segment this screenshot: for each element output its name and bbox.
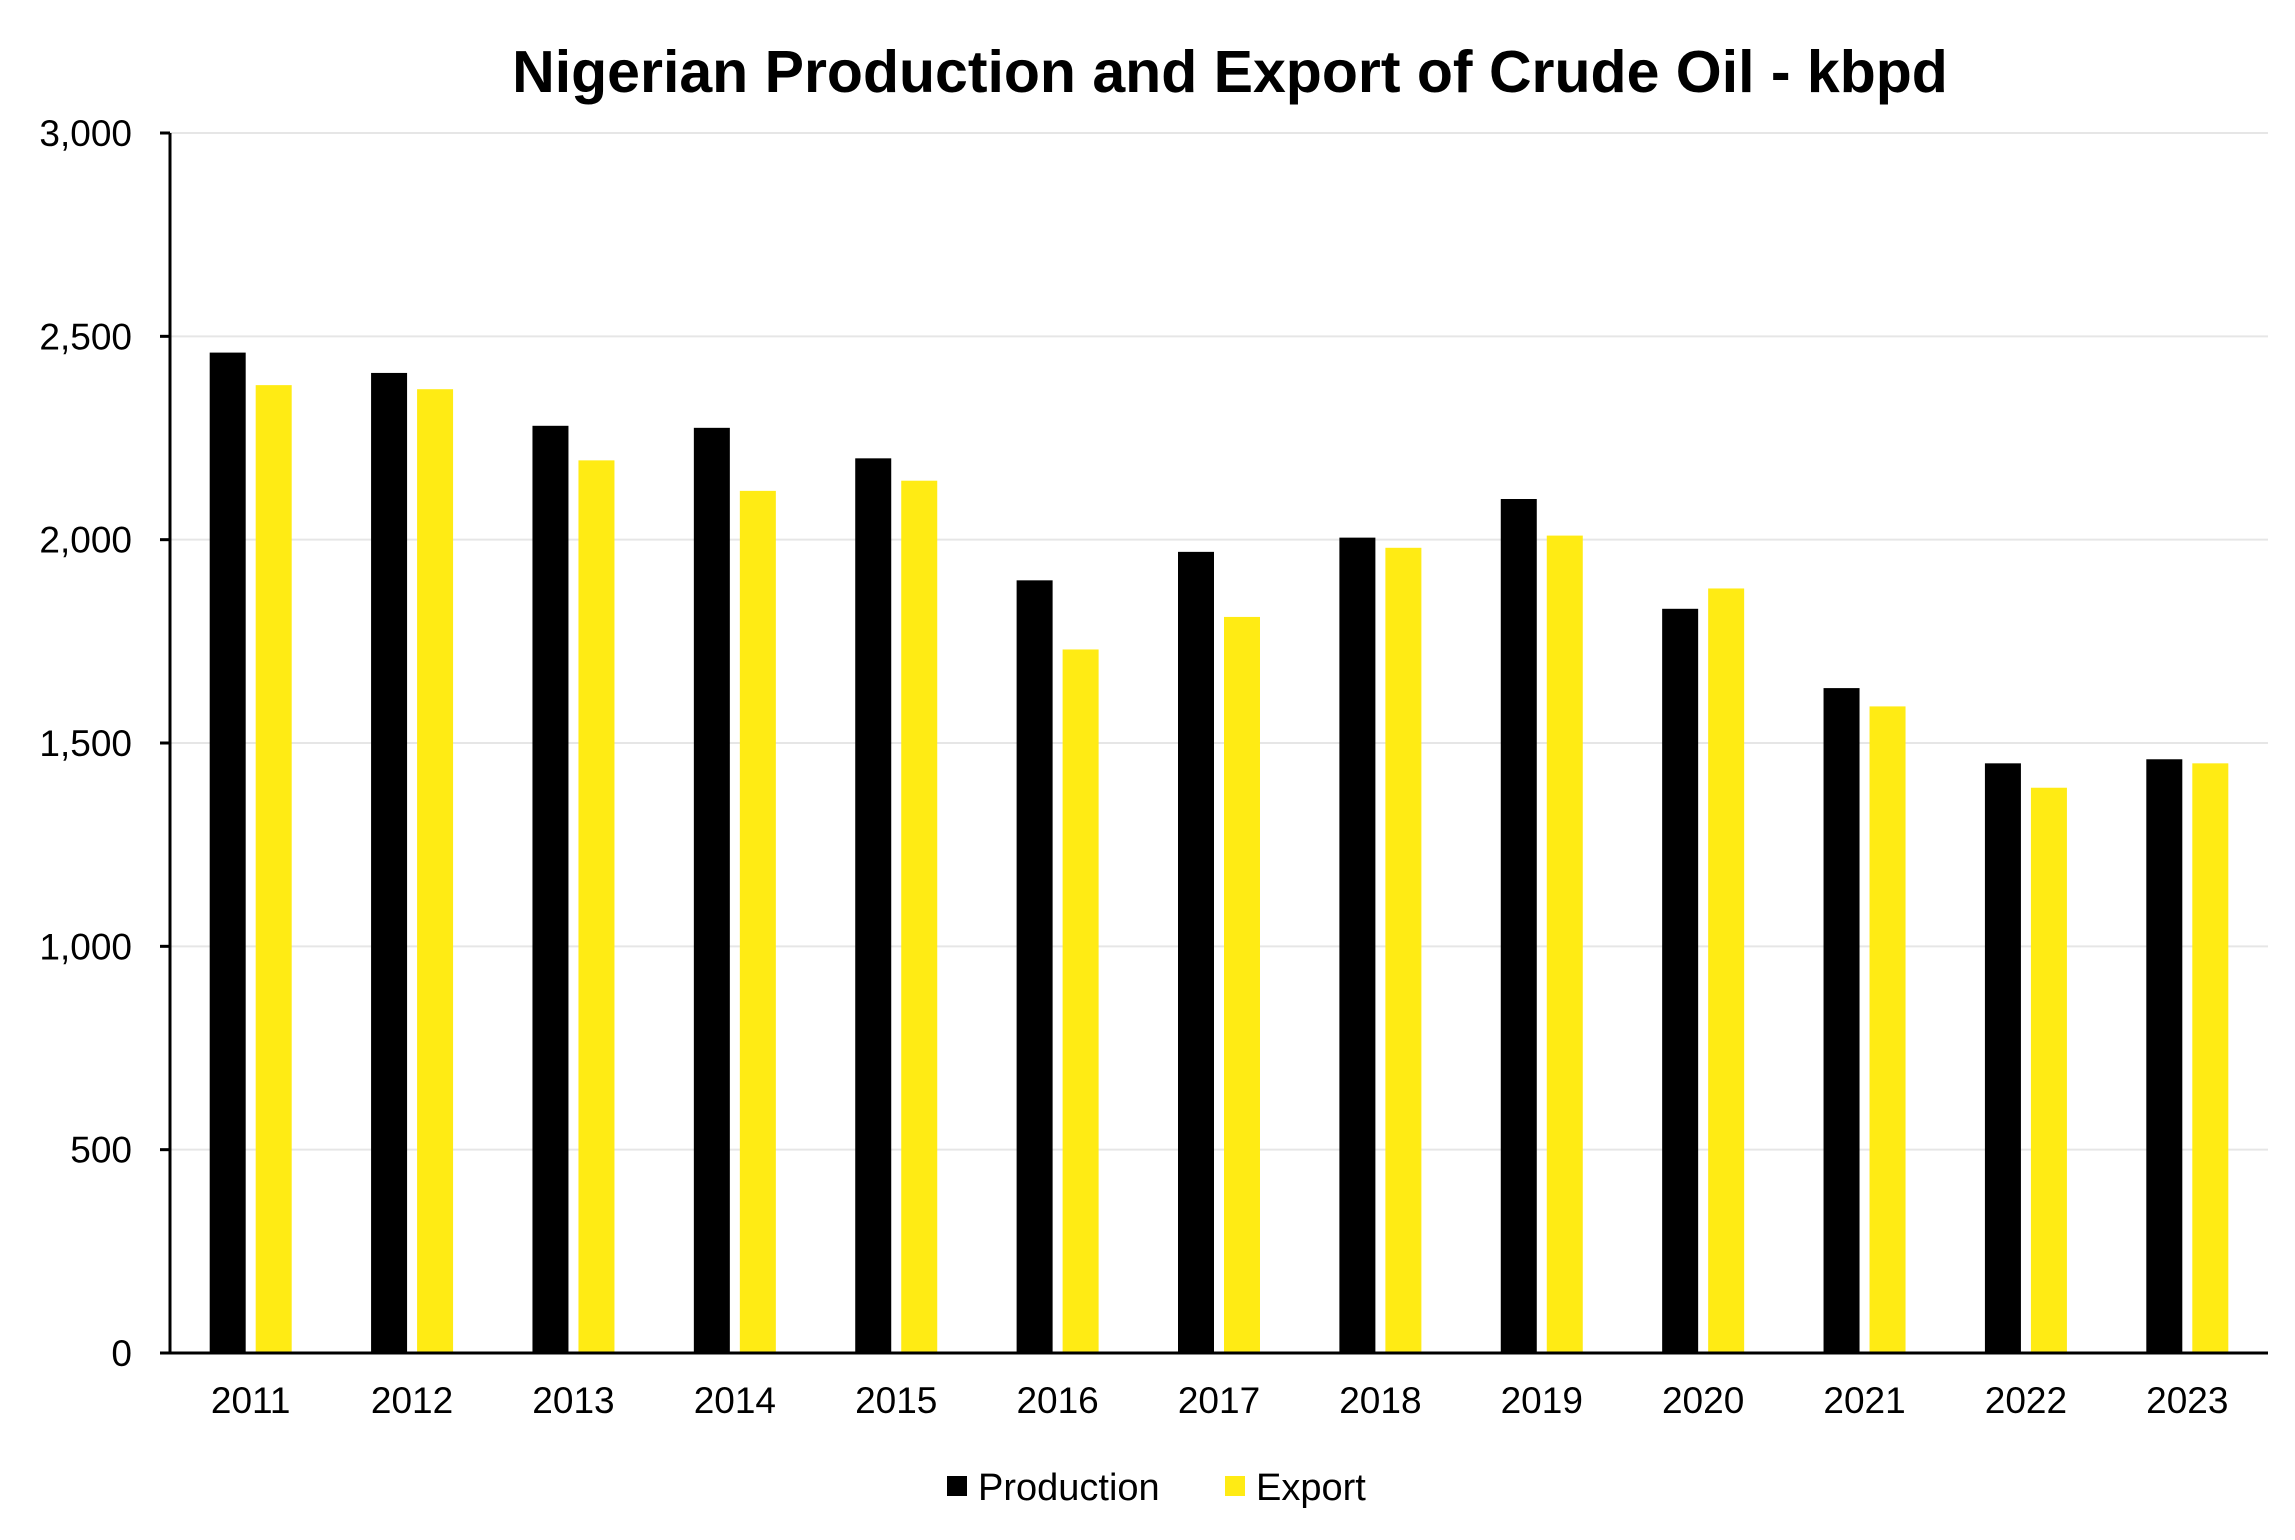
x-tick-label: 2021 xyxy=(1823,1380,1905,1421)
bar-production-2019 xyxy=(1500,499,1537,1353)
y-tick-label: 3,000 xyxy=(39,113,132,154)
x-tick-label: 2022 xyxy=(1985,1380,2067,1421)
y-tick-label: 1,500 xyxy=(39,723,132,764)
y-tick-label: 2,500 xyxy=(39,316,132,357)
x-tick-label: 2020 xyxy=(1662,1380,1744,1421)
legend-swatch-production xyxy=(947,1476,967,1496)
y-axis-ticks: 0 500 1,000 1,500 2,000 2,500 3,000 xyxy=(39,113,132,1374)
axes xyxy=(160,131,2268,1355)
x-tick-label: 2012 xyxy=(371,1380,453,1421)
x-axis-ticks: 2011 2012 2013 2014 2015 2016 2017 2018 2019 2020… xyxy=(211,1380,2229,1421)
bar-production-2020 xyxy=(1662,608,1699,1353)
x-tick-label: 2016 xyxy=(1016,1380,1098,1421)
bar-production-2012 xyxy=(371,372,408,1353)
bar-production-2018 xyxy=(1339,537,1376,1353)
bar-production-2016 xyxy=(1016,580,1053,1353)
x-tick-label: 2023 xyxy=(2146,1380,2228,1421)
bar-export-2015 xyxy=(901,480,938,1353)
bar-production-2023 xyxy=(2146,759,2183,1353)
legend: Production Export xyxy=(947,1467,1366,1509)
bar-export-2011 xyxy=(255,385,292,1354)
bar-export-2014 xyxy=(739,490,776,1353)
x-tick-label: 2018 xyxy=(1339,1380,1421,1421)
x-tick-label: 2015 xyxy=(855,1380,937,1421)
y-tick-label: 0 xyxy=(111,1333,132,1374)
y-tick-label: 500 xyxy=(70,1130,132,1171)
bars xyxy=(209,352,2229,1354)
bar-export-2016 xyxy=(1062,649,1099,1353)
bar-export-2021 xyxy=(1869,706,1906,1353)
chart-title: Nigerian Production and Export of Crude … xyxy=(512,39,1948,105)
bar-export-2019 xyxy=(1546,535,1583,1353)
legend-label-export: Export xyxy=(1256,1467,1366,1509)
bar-export-2018 xyxy=(1385,547,1422,1353)
bar-production-2014 xyxy=(693,427,730,1353)
legend-swatch-export xyxy=(1225,1476,1245,1496)
bar-export-2012 xyxy=(417,389,454,1353)
x-tick-label: 2013 xyxy=(532,1380,614,1421)
bar-export-2023 xyxy=(2192,763,2229,1353)
bar-production-2021 xyxy=(1823,688,1860,1353)
bar-production-2013 xyxy=(532,425,569,1353)
x-tick-label: 2017 xyxy=(1178,1380,1260,1421)
bar-export-2017 xyxy=(1224,616,1260,1353)
x-tick-label: 2014 xyxy=(694,1380,776,1421)
bar-production-2011 xyxy=(209,352,246,1354)
y-tick-label: 2,000 xyxy=(39,520,132,561)
x-tick-label: 2019 xyxy=(1501,1380,1583,1421)
bar-export-2022 xyxy=(2030,787,2067,1353)
x-tick-label: 2011 xyxy=(211,1380,291,1421)
bar-production-2015 xyxy=(855,458,892,1353)
y-tick-label: 1,000 xyxy=(39,926,132,967)
bar-production-2017 xyxy=(1178,551,1214,1353)
bar-production-2022 xyxy=(1984,763,2021,1353)
bar-export-2020 xyxy=(1708,588,1745,1353)
gridlines xyxy=(170,132,2268,1151)
legend-label-production: Production xyxy=(978,1467,1160,1509)
bar-export-2013 xyxy=(578,460,615,1353)
